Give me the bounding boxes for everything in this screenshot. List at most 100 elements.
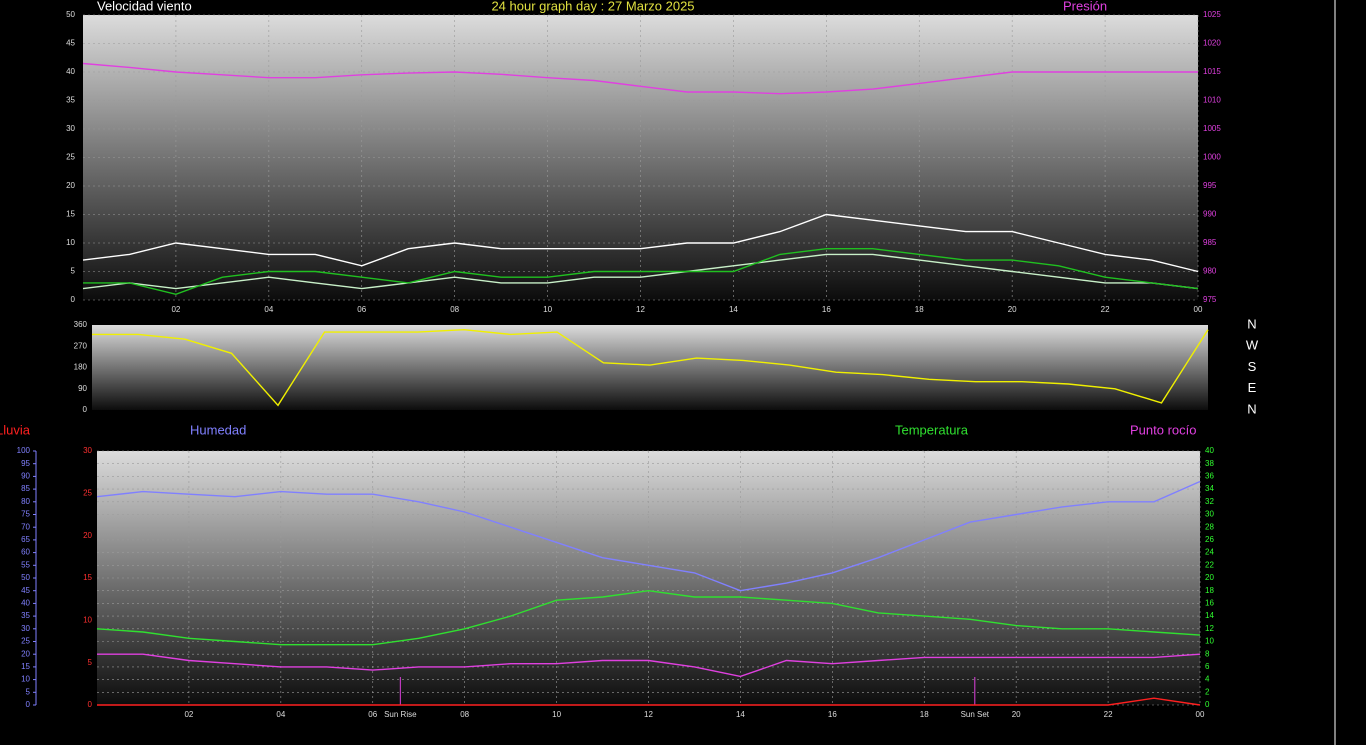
y-tick-label: 360 [74, 320, 88, 329]
x-tick-label: 22 [1101, 305, 1110, 314]
series-line [96, 480, 1201, 592]
series-line [82, 253, 1199, 290]
plot-area [92, 325, 1208, 410]
y-tick-label: 30 [66, 124, 75, 133]
series-line [82, 213, 1199, 273]
x-tick-label: 06 [357, 305, 366, 314]
y2-tick-label: 26 [1205, 535, 1214, 544]
y2-tick-label: 36 [1205, 472, 1214, 481]
x-tick-label: 16 [822, 305, 831, 314]
y3-tick-label: 15 [83, 573, 92, 582]
y-tick-label: 90 [21, 472, 30, 481]
y2-axis-label: Presión [1063, 0, 1107, 13]
y2-tick-label: 1010 [1203, 96, 1221, 105]
y2-tick-label: W [1246, 338, 1259, 353]
y-axis-label: Velocidad viento [97, 0, 192, 13]
x-tick-label: 16 [828, 710, 837, 719]
y-tick-label: 40 [66, 67, 75, 76]
y2-tick-label: 16 [1205, 599, 1214, 608]
y2-tick-label: 12 [1205, 624, 1214, 633]
y3-tick-label: 5 [88, 658, 93, 667]
y-tick-label: 0 [83, 405, 88, 414]
y2-tick-label: 40 [1205, 446, 1214, 455]
y2-tick-label: 22 [1205, 560, 1214, 569]
y2-tick-label: N [1247, 316, 1256, 331]
y-tick-label: 270 [74, 341, 88, 350]
series-line [82, 62, 1198, 95]
y-tick-label: 0 [71, 295, 76, 304]
x-tick-label: 06 [368, 710, 377, 719]
y-tick-label: 90 [78, 384, 87, 393]
y2-tick-label: 1015 [1203, 67, 1221, 76]
y2-tick-label: 995 [1203, 181, 1217, 190]
y-tick-label: 60 [21, 548, 30, 557]
chart-title: 24 hour graph day : 27 Marzo 2025 [491, 0, 694, 13]
y2-tick-label: E [1248, 380, 1257, 395]
y-tick-label: 75 [21, 510, 30, 519]
y-tick-label: 10 [66, 238, 75, 247]
y2-tick-label: 985 [1203, 238, 1217, 247]
y-tick-label: 10 [21, 675, 30, 684]
y-tick-label: 65 [21, 535, 30, 544]
y2-tick-label: 1005 [1203, 124, 1221, 133]
y-tick-label: 55 [21, 560, 30, 569]
y-tick-label: 45 [21, 586, 30, 595]
y-tick-label: 15 [21, 662, 30, 671]
legend-label: Punto rocío [1130, 422, 1197, 437]
x-tick-label: 12 [636, 305, 645, 314]
y-tick-label: 25 [66, 153, 75, 162]
y3-tick-label: 25 [83, 488, 92, 497]
y2-tick-label: 10 [1205, 637, 1214, 646]
plot-area [83, 15, 1198, 300]
y2-tick-label: 4 [1205, 675, 1210, 684]
y2-tick-label: 24 [1205, 548, 1214, 557]
x-tick-label: 20 [1012, 710, 1021, 719]
x-tick-label: 14 [729, 305, 738, 314]
x-tick-label: 12 [644, 710, 653, 719]
y-tick-label: 50 [21, 573, 30, 582]
y2-tick-label: 14 [1205, 611, 1214, 620]
legend-label: Lluvia [0, 422, 31, 437]
y-tick-label: 30 [21, 624, 30, 633]
x-tick-label: 22 [1104, 710, 1113, 719]
x-tick-label: 14 [736, 710, 745, 719]
y-tick-label: 0 [26, 700, 31, 709]
y3-tick-label: 10 [83, 615, 92, 624]
y2-tick-label: 975 [1203, 295, 1217, 304]
y2-tick-label: 18 [1205, 586, 1214, 595]
x-tick-label: 04 [264, 305, 273, 314]
y2-tick-label: 1020 [1203, 39, 1221, 48]
y2-tick-label: 30 [1205, 510, 1214, 519]
y3-tick-label: 30 [83, 446, 92, 455]
x-tick-label: 04 [276, 710, 285, 719]
y-tick-label: 45 [66, 39, 75, 48]
x-tick-label: 02 [184, 710, 193, 719]
y2-tick-label: S [1248, 359, 1257, 374]
y-tick-label: 5 [71, 267, 76, 276]
x-tick-label: 00 [1196, 710, 1205, 719]
y2-tick-label: 28 [1205, 522, 1214, 531]
x-tick-label: 10 [552, 710, 561, 719]
y-tick-label: 20 [21, 649, 30, 658]
legend-label: Temperatura [895, 422, 969, 437]
annotation-label: Sun Set [961, 710, 990, 719]
series-line [97, 697, 1201, 706]
y-tick-label: 5 [26, 687, 31, 696]
y-tick-label: 100 [17, 446, 31, 455]
y2-tick-label: 20 [1205, 573, 1214, 582]
y-tick-label: 85 [21, 484, 30, 493]
x-tick-label: 08 [460, 710, 469, 719]
y-tick-label: 40 [21, 599, 30, 608]
y2-tick-label: 1000 [1203, 153, 1221, 162]
x-tick-label: 10 [543, 305, 552, 314]
x-tick-label: 18 [915, 305, 924, 314]
y3-tick-label: 0 [88, 700, 93, 709]
y-tick-label: 25 [21, 637, 30, 646]
y2-tick-label: 1025 [1203, 10, 1221, 19]
y-tick-label: 95 [21, 459, 30, 468]
legend-label: Humedad [190, 422, 246, 437]
y-tick-label: 35 [21, 611, 30, 620]
y-tick-label: 50 [66, 10, 75, 19]
